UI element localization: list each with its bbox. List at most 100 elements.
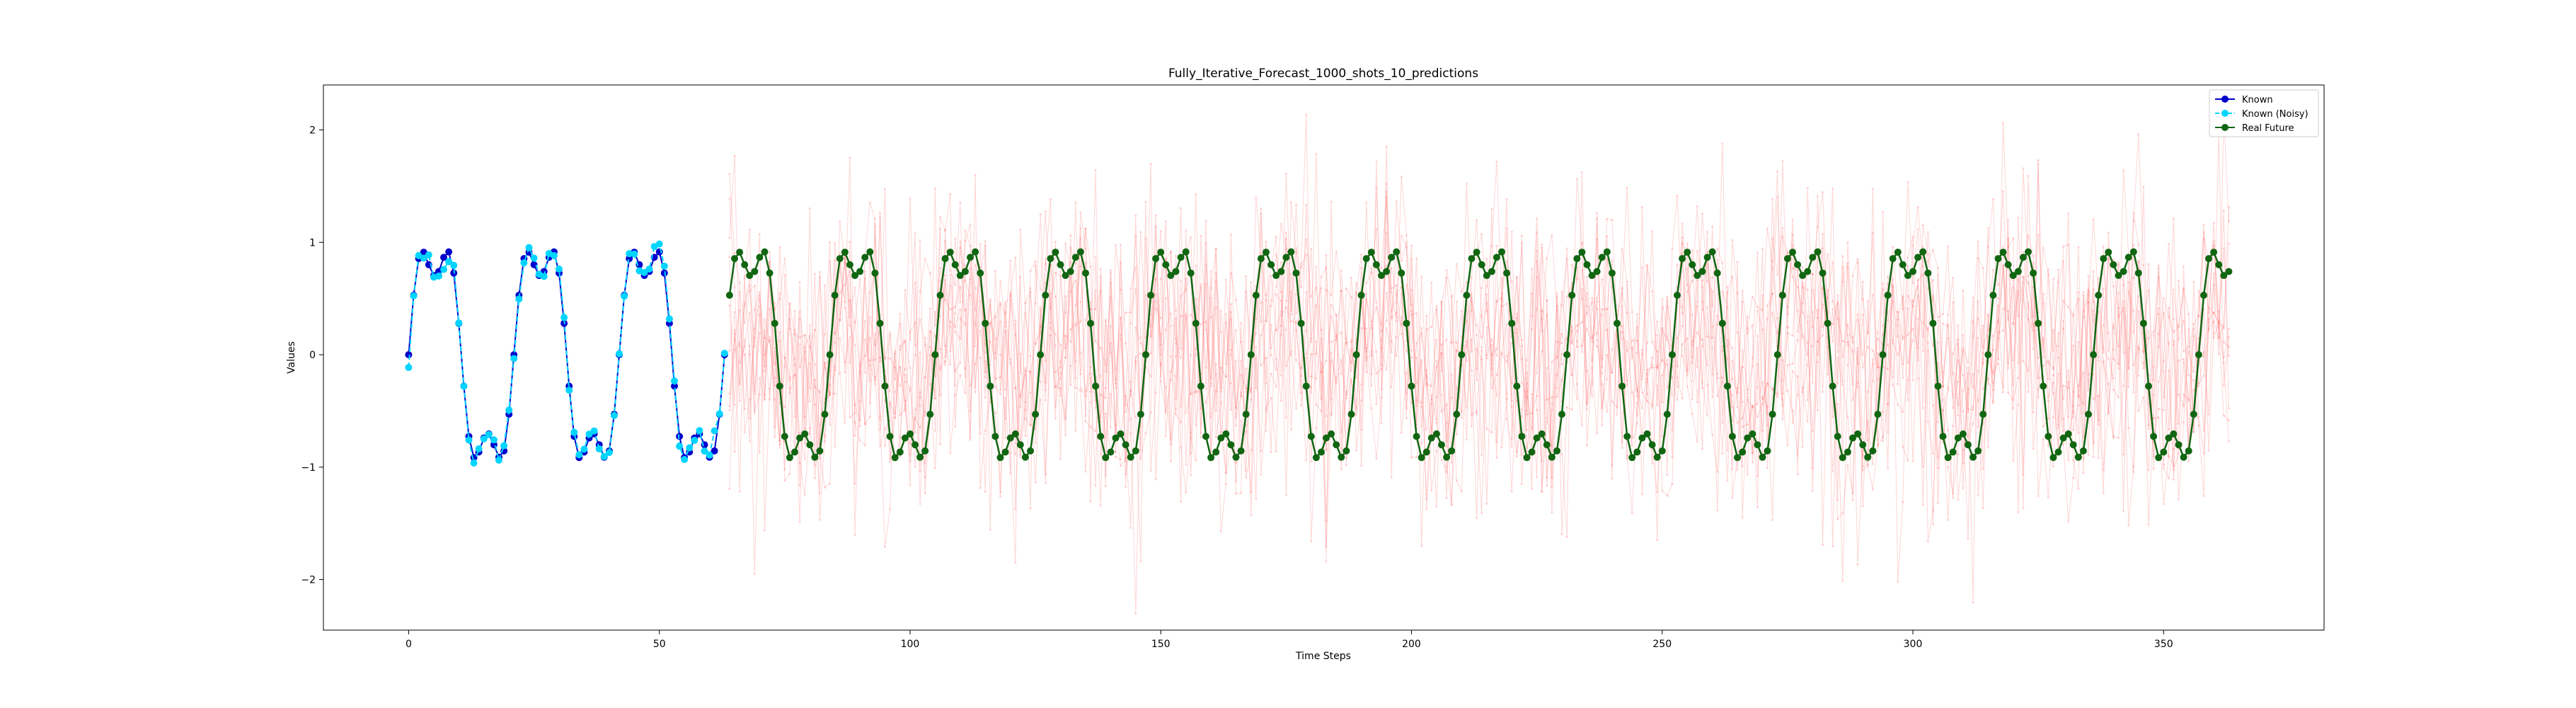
prediction-point [1455,349,1458,352]
prediction-point [1591,336,1594,338]
prediction-point [1019,229,1022,232]
prediction-point [788,303,791,306]
prediction-point [964,263,967,266]
prediction-point [1435,395,1438,399]
prediction-point [1410,355,1413,358]
prediction-point [1089,266,1092,268]
prediction-point [1109,271,1112,274]
prediction-point [1801,285,1804,288]
real-future-point [1614,319,1621,327]
prediction-point [1335,335,1338,338]
real-future-line [728,250,2230,459]
prediction-point [1575,398,1578,401]
real-future-point [826,351,834,358]
prediction-point [919,290,921,293]
prediction-point [1500,304,1503,307]
prediction-point [2057,332,2060,335]
prediction-point [1445,403,1448,406]
prediction-point [2017,293,2020,296]
prediction-point [1856,319,1859,321]
prediction-point [894,350,897,353]
prediction-point [788,327,791,330]
prediction-point [1159,333,1162,336]
prediction-point [2052,366,2054,369]
prediction-point [1907,256,1909,259]
prediction-point [1766,382,1769,385]
prediction-point [1801,266,1804,269]
prediction-point [783,355,786,358]
known-point [405,351,413,358]
prediction-point [924,375,926,379]
real-future-point [1182,248,1190,256]
prediction-point [2147,337,2150,340]
prediction-point [1806,341,1809,344]
prediction-point [2027,275,2030,278]
prediction-point [839,291,841,294]
real-future-point [741,261,749,268]
real-future-point [1378,272,1385,280]
prediction-point [2012,459,2015,462]
prediction-point [1821,391,1824,394]
prediction-point [1435,359,1438,362]
prediction-point [1881,435,1885,438]
prediction-point [2167,369,2170,372]
real-future-point [1934,382,1942,390]
real-future-point [1608,269,1616,277]
prediction-point [1972,601,1974,604]
real-future-point [751,268,759,275]
prediction-run-line [729,123,2229,581]
real-future-point [1508,319,1516,327]
prediction-point [1345,287,1347,290]
prediction-point [933,375,936,378]
prediction-point [1796,268,1799,271]
real-future-point [1648,441,1656,449]
prediction-point [1114,450,1117,453]
prediction-point [1054,386,1057,389]
prediction-point [2007,237,2010,240]
prediction-point [1365,201,1368,204]
prediction-point [1004,389,1007,392]
prediction-point [1039,213,1042,216]
prediction-point [2137,347,2140,350]
real-future-point [1939,433,1947,440]
real-future-point [1388,253,1396,261]
prediction-point [868,359,871,362]
prediction-point [798,310,801,313]
prediction-point [2012,237,2015,240]
prediction-point [1476,333,1478,336]
prediction-point [1174,412,1178,416]
prediction-point [1556,295,1558,298]
prediction-point [2107,357,2110,360]
prediction-point [733,450,736,453]
prediction-point [1996,358,2000,361]
prediction-point [1902,501,1904,503]
prediction-point [1596,332,1599,335]
prediction-point [2112,437,2115,440]
prediction-point [1084,390,1087,393]
chart-title: Fully_Iterative_Forecast_1000_shots_10_p… [1168,67,1478,81]
real-future-point [876,319,884,327]
prediction-point [753,573,756,576]
prediction-point [2077,395,2080,398]
known-noisy-point [665,315,673,323]
prediction-point [2022,297,2025,300]
prediction-point [1866,439,1869,442]
prediction-point [748,440,751,442]
prediction-point [2147,428,2150,430]
prediction-point [1977,370,1979,373]
prediction-point [994,377,996,379]
prediction-point [1224,483,1227,486]
prediction-point [1846,333,1849,337]
prediction-point [1761,248,1764,251]
prediction-point [1445,496,1448,499]
prediction-point [1410,314,1413,316]
prediction-point [774,384,776,387]
prediction-point [1255,332,1258,335]
prediction-point [1420,275,1423,278]
prediction-point [894,353,897,355]
prediction-point [1530,314,1534,317]
prediction-point [1084,227,1087,231]
prediction-point [2072,344,2075,347]
prediction-point [813,476,816,479]
prediction-point [1836,498,1839,501]
